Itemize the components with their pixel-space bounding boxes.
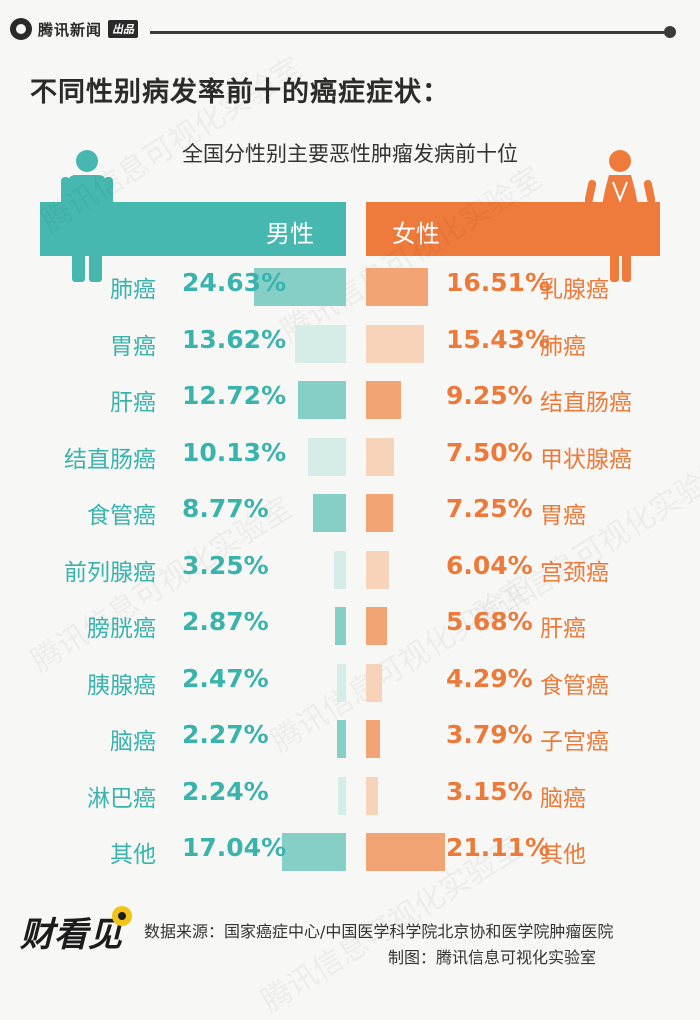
table-row: 前列腺癌 3.25% 6.04% 宫颈癌 xyxy=(0,543,700,599)
female-category-label: 食管癌 xyxy=(540,672,609,699)
male-category-label: 前列腺癌 xyxy=(64,559,156,586)
female-bar xyxy=(366,776,378,815)
female-bar xyxy=(366,720,381,758)
female-category-label: 肝癌 xyxy=(540,616,586,642)
male-series-label: 男性 xyxy=(266,220,314,248)
table-row: 淋巴癌 2.24% 3.15% 脑癌 xyxy=(0,769,700,825)
male-bar xyxy=(253,268,346,306)
header-divider-dot xyxy=(664,26,676,38)
female-category-label: 结直肠癌 xyxy=(540,390,632,416)
table-row: 肺癌 24.63% 16.51% 乳腺癌 xyxy=(0,260,700,316)
male-bar xyxy=(333,550,346,589)
female-value-label: 6.04% xyxy=(446,550,533,580)
female-bar xyxy=(366,324,424,363)
caikanjian-logo: 财看见 xyxy=(20,906,132,955)
female-category-label: 胃癌 xyxy=(540,503,586,529)
male-bar xyxy=(308,437,346,476)
male-value-label: 12.72% xyxy=(182,381,287,410)
female-value-label: 3.79% xyxy=(446,720,533,749)
female-category-label: 肺癌 xyxy=(540,333,586,360)
female-bar xyxy=(366,437,395,476)
male-value-label: 2.24% xyxy=(182,776,269,806)
male-value-label: 2.47% xyxy=(182,663,269,693)
page-title: 不同性别病发率前十的癌症症状： xyxy=(30,77,450,108)
female-bar xyxy=(366,381,401,419)
chart-credit: 制图：腾讯信息可视化实验室 xyxy=(388,948,597,967)
male-value-label: 10.13% xyxy=(182,437,287,467)
male-value-label: 8.77% xyxy=(182,494,269,523)
table-row: 结直肠癌 10.13% 7.50% 甲状腺癌 xyxy=(0,430,700,486)
male-value-label: 17.04% xyxy=(182,833,287,862)
male-bar xyxy=(336,663,346,702)
male-value-label: 2.87% xyxy=(182,607,269,636)
female-category-label: 其他 xyxy=(540,842,586,868)
brand-name: 腾讯新闻 xyxy=(38,20,103,39)
male-figure-icon xyxy=(61,150,113,282)
table-row: 食管癌 8.77% 7.25% 胃癌 xyxy=(0,486,700,542)
table-row: 胰腺癌 2.47% 4.29% 食管癌 xyxy=(0,656,700,712)
female-value-label: 5.68% xyxy=(446,607,533,636)
male-bar xyxy=(337,776,346,815)
male-value-label: 3.25% xyxy=(182,550,269,580)
female-figure-icon xyxy=(585,150,655,282)
female-value-label: 7.50% xyxy=(446,437,533,467)
header-divider xyxy=(150,31,667,34)
female-value-label: 16.51% xyxy=(446,268,551,297)
table-row: 其他 17.04% 21.11% 其他 xyxy=(0,825,700,881)
male-category-label: 食管癌 xyxy=(87,503,156,529)
female-bar xyxy=(366,268,428,306)
top-bar: 腾讯新闻 出品 xyxy=(0,0,700,62)
female-value-label: 4.29% xyxy=(446,663,533,693)
table-row: 膀胱癌 2.87% 5.68% 肝癌 xyxy=(0,599,700,655)
male-category-label: 肺癌 xyxy=(110,277,156,303)
male-category-label: 其他 xyxy=(110,842,156,868)
male-category-label: 结直肠癌 xyxy=(64,446,156,473)
male-value-label: 13.62% xyxy=(182,324,287,354)
female-value-label: 3.15% xyxy=(446,776,533,806)
male-category-label: 胰腺癌 xyxy=(87,672,156,699)
male-value-label: 2.27% xyxy=(182,720,269,749)
brand: 腾讯新闻 出品 xyxy=(10,18,139,40)
female-category-label: 宫颈癌 xyxy=(540,559,609,586)
male-bar xyxy=(335,607,346,645)
male-category-label: 胃癌 xyxy=(110,333,156,360)
female-category-label: 甲状腺癌 xyxy=(540,446,632,473)
female-value-label: 9.25% xyxy=(446,381,533,410)
female-value-label: 15.43% xyxy=(446,324,551,354)
female-bar xyxy=(366,663,383,702)
female-category-label: 脑癌 xyxy=(540,785,586,812)
male-bar xyxy=(282,833,346,871)
female-category-label: 子宫癌 xyxy=(540,729,609,755)
female-bar xyxy=(366,550,389,589)
data-source: 数据来源：国家癌症中心/中国医学科学院北京协和医学院肿瘤医院 xyxy=(144,922,614,941)
table-row: 脑癌 2.27% 3.79% 子宫癌 xyxy=(0,712,700,768)
tencent-news-logo-icon xyxy=(10,18,32,40)
female-value-label: 7.25% xyxy=(446,494,533,523)
male-bar xyxy=(313,494,346,532)
male-category-label: 脑癌 xyxy=(110,729,156,755)
brand-tag: 出品 xyxy=(108,20,139,38)
male-bar xyxy=(298,381,346,419)
female-bar xyxy=(366,494,394,532)
male-category-label: 膀胱癌 xyxy=(87,616,156,642)
male-value-label: 24.63% xyxy=(182,268,287,297)
female-value-label: 21.11% xyxy=(446,833,551,862)
male-category-label: 肝癌 xyxy=(110,390,156,416)
female-bar xyxy=(366,833,446,871)
male-bar xyxy=(294,324,346,363)
table-row: 肝癌 12.72% 9.25% 结直肠癌 xyxy=(0,373,700,429)
female-series-label: 女性 xyxy=(392,220,440,248)
female-category-label: 乳腺癌 xyxy=(540,277,609,303)
male-bar xyxy=(337,720,346,758)
female-bar xyxy=(366,607,388,645)
male-category-label: 淋巴癌 xyxy=(87,785,156,812)
svg-text:财看见: 财看见 xyxy=(20,915,124,955)
chart-subtitle: 全国分性别主要恶性肿瘤发病前十位 xyxy=(182,142,518,166)
table-row: 胃癌 13.62% 15.43% 肺癌 xyxy=(0,317,700,373)
